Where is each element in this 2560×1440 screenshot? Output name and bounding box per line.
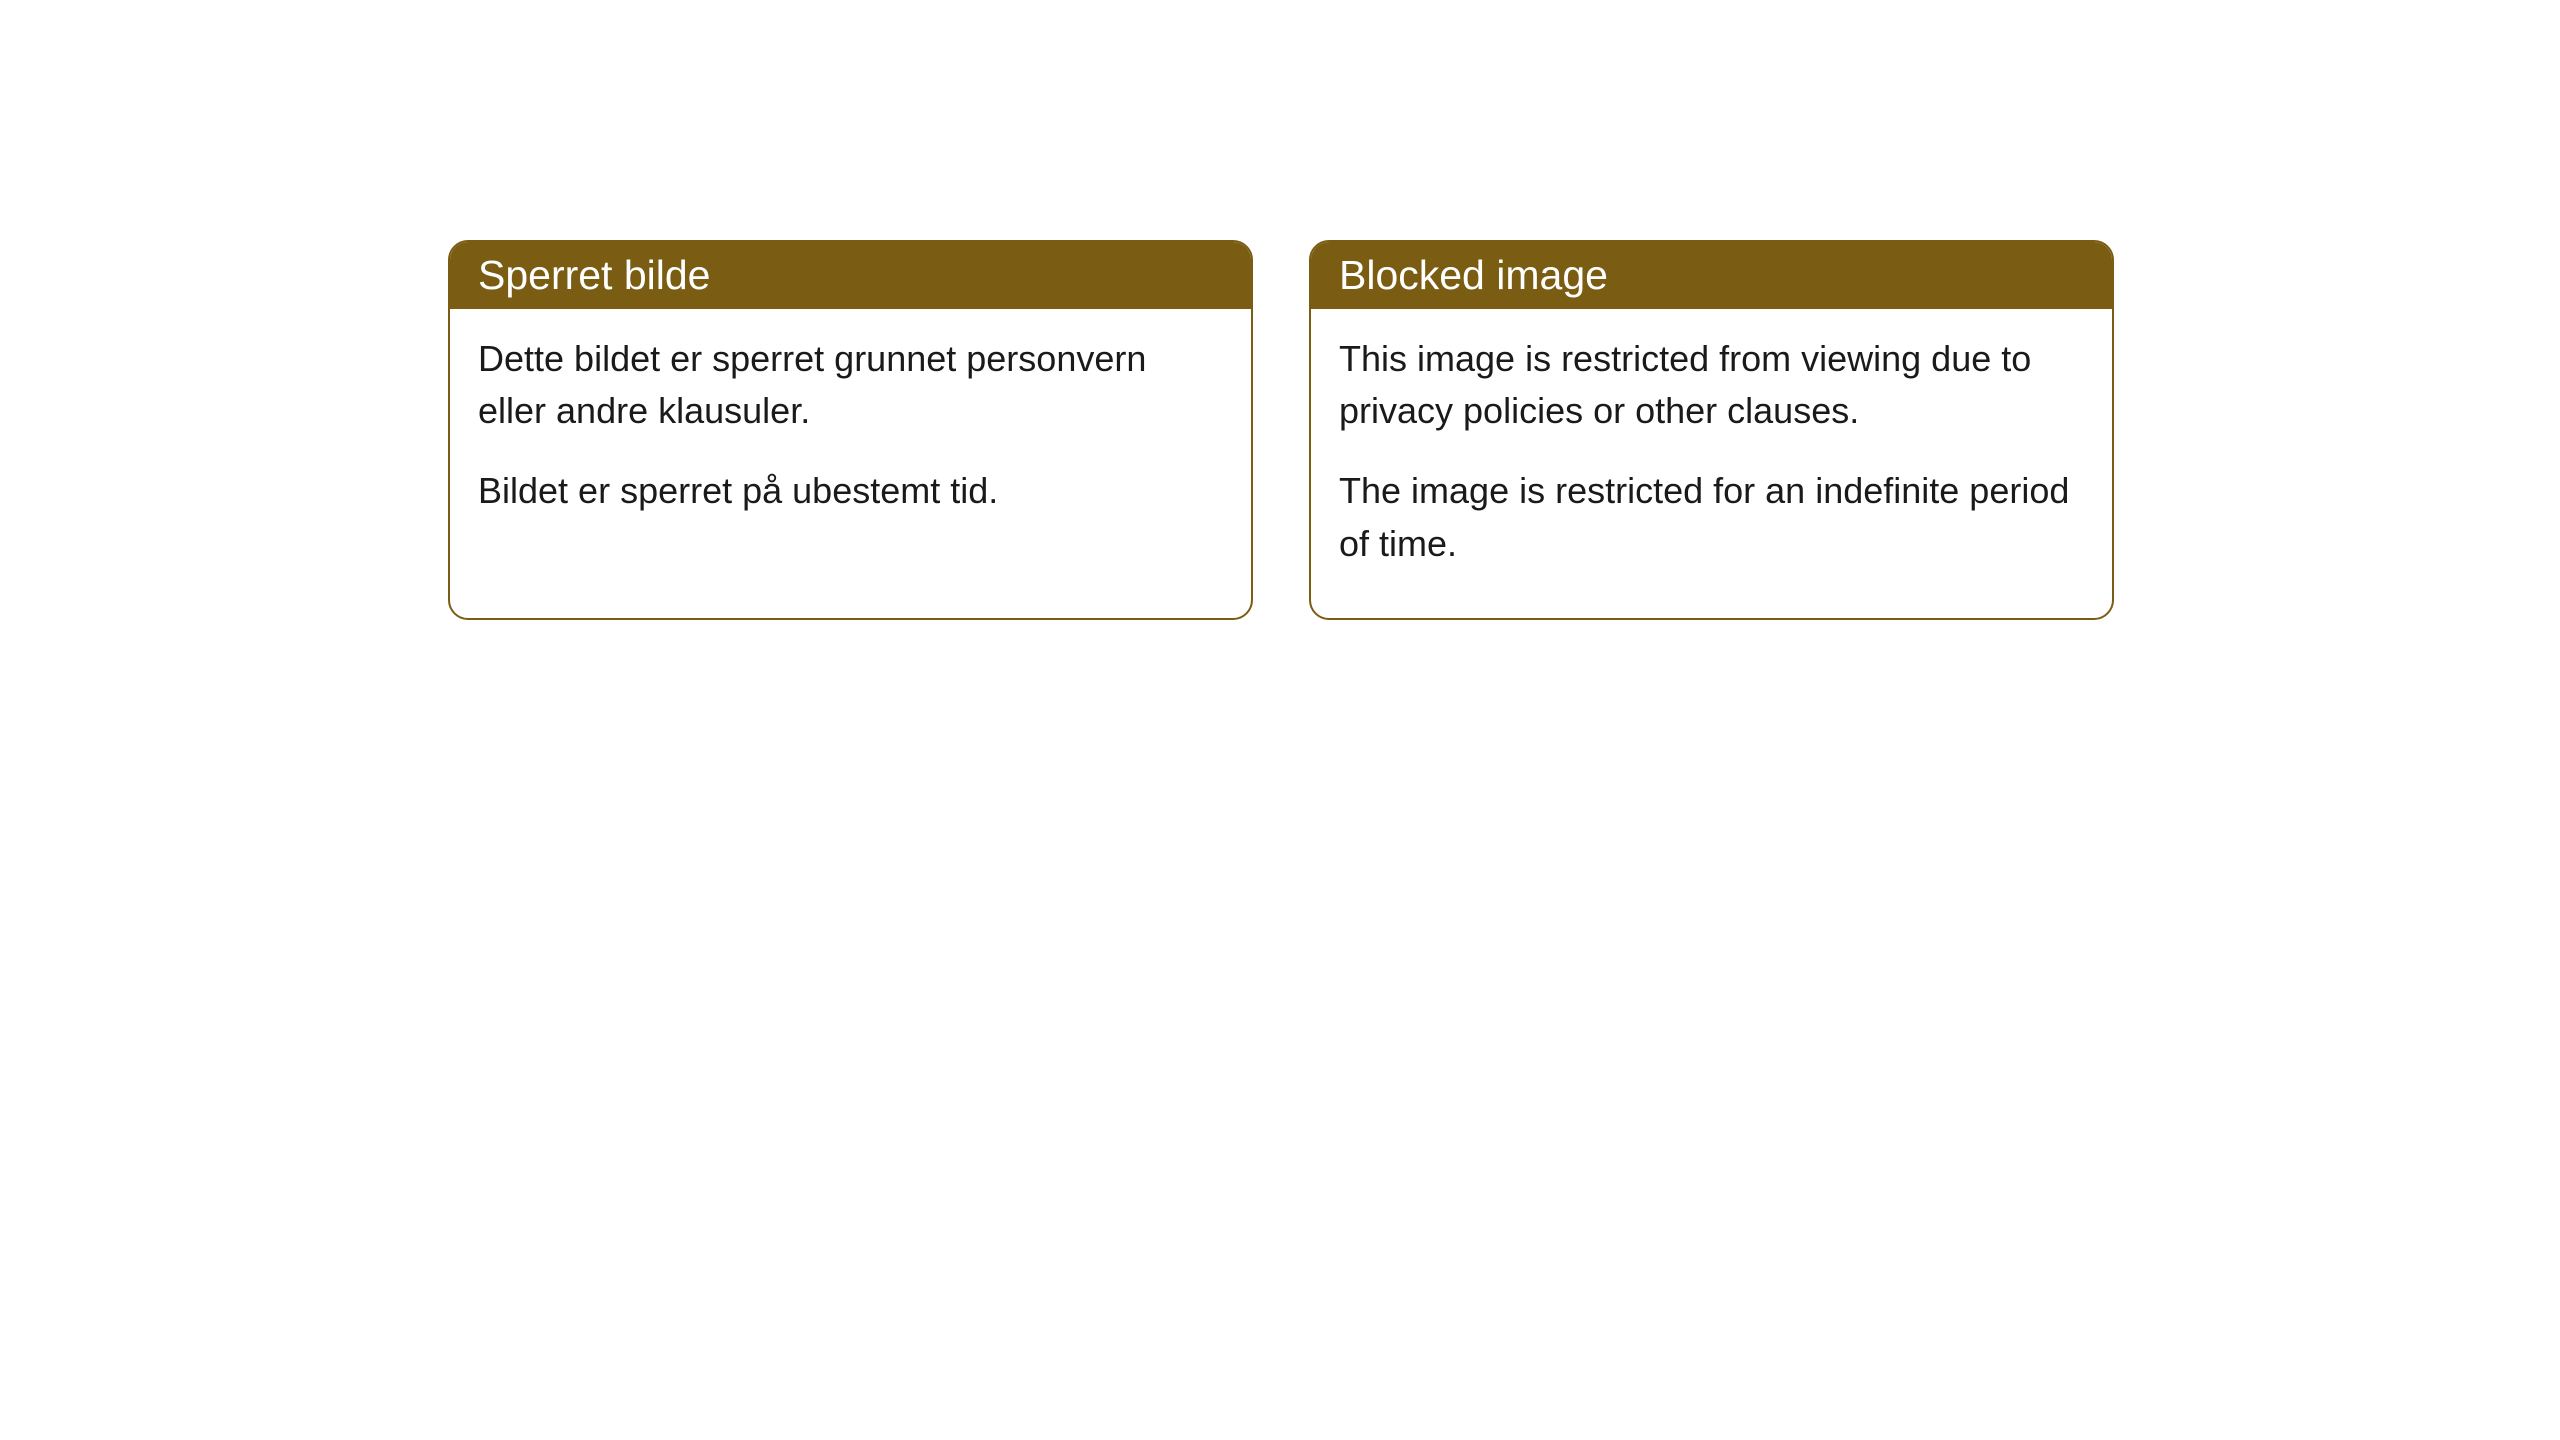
card-header: Blocked image bbox=[1311, 242, 2112, 309]
card-title: Blocked image bbox=[1339, 252, 1608, 298]
card-paragraph: Bildet er sperret på ubestemt tid. bbox=[478, 465, 1223, 517]
notice-container: Sperret bilde Dette bildet er sperret gr… bbox=[0, 0, 2560, 620]
card-header: Sperret bilde bbox=[450, 242, 1251, 309]
blocked-image-card-english: Blocked image This image is restricted f… bbox=[1309, 240, 2114, 620]
card-paragraph: The image is restricted for an indefinit… bbox=[1339, 465, 2084, 569]
card-paragraph: Dette bildet er sperret grunnet personve… bbox=[478, 333, 1223, 437]
blocked-image-card-norwegian: Sperret bilde Dette bildet er sperret gr… bbox=[448, 240, 1253, 620]
card-title: Sperret bilde bbox=[478, 252, 710, 298]
card-body: This image is restricted from viewing du… bbox=[1311, 309, 2112, 618]
card-body: Dette bildet er sperret grunnet personve… bbox=[450, 309, 1251, 566]
card-paragraph: This image is restricted from viewing du… bbox=[1339, 333, 2084, 437]
